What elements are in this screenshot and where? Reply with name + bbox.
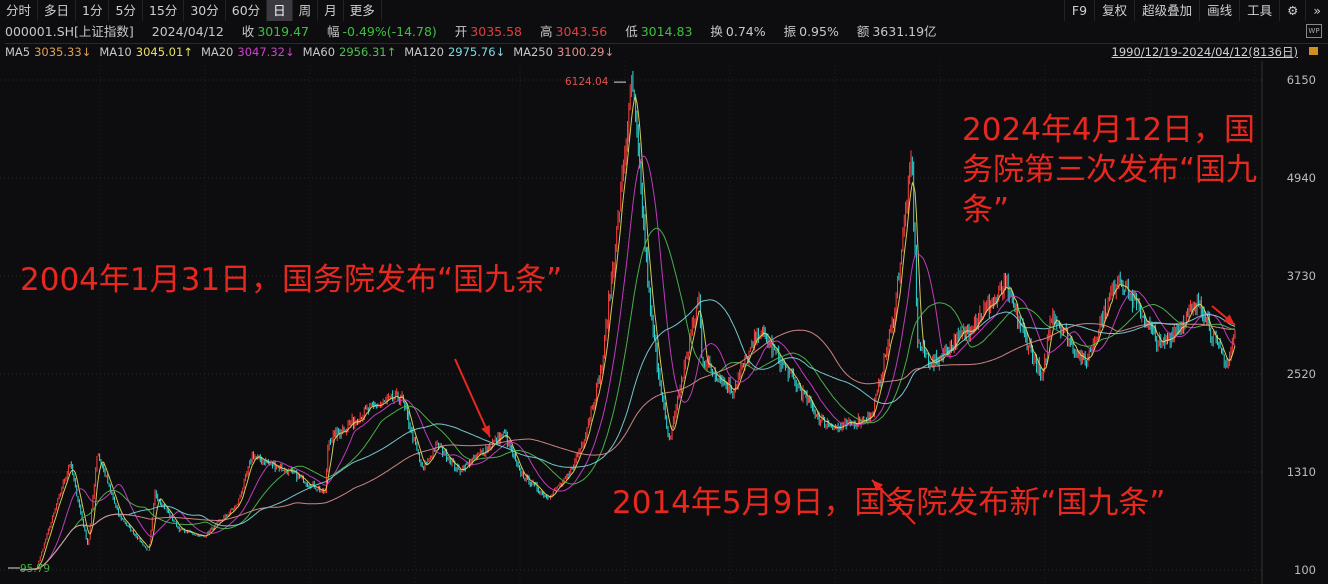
turnover-value: 0.74% <box>725 24 766 39</box>
y-tick-label: 4940 <box>1286 171 1316 185</box>
ma-value: 3047.32↓ <box>237 45 295 59</box>
index-code: 000001.SH[上证指数] <box>5 24 134 39</box>
period-tab[interactable]: 5分 <box>109 0 143 21</box>
high-value: 3043.56 <box>555 24 608 39</box>
y-tick-label: 3730 <box>1286 269 1316 283</box>
period-tab[interactable]: 1分 <box>76 0 110 21</box>
open-label: 开 <box>454 24 468 39</box>
annotation-2014: 2014年5月9日，国务院发布新“国九条” <box>612 485 1166 521</box>
y-tick-label: 2520 <box>1286 367 1316 381</box>
y-tick-label: 6150 <box>1286 73 1316 87</box>
moving-average-line <box>19 227 1236 571</box>
change-label: 幅 <box>327 24 340 39</box>
annotation-arrow <box>454 358 491 438</box>
period-tab[interactable]: 分时 <box>0 0 39 21</box>
ma-value: 2975.76↓ <box>447 45 506 59</box>
period-tab[interactable]: 60分 <box>226 0 268 21</box>
ma-value: 2956.31↑ <box>339 45 397 59</box>
period-tab[interactable]: 15分 <box>143 0 185 21</box>
moving-average-line <box>19 299 1236 571</box>
lock-icon[interactable] <box>1309 47 1318 55</box>
ma-legend: MA5 3035.33↓ MA10 3045.01↑ MA20 3047.32↓ MA60 2… <box>5 43 1328 61</box>
ma-label: MA120 <box>404 45 444 59</box>
amplitude-value: 0.95% <box>799 24 839 39</box>
chevron-double-right-icon[interactable]: » <box>1305 0 1328 21</box>
annotation-2004: 2004年1月31日，国务院发布“国九条” <box>20 262 563 298</box>
close-label: 收 <box>241 24 255 39</box>
tool-button[interactable]: F9 <box>1063 0 1094 21</box>
open-value: 3035.58 <box>470 24 522 39</box>
amount-label: 额 <box>856 24 870 39</box>
date-range-selector[interactable]: 1990/12/19-2024/04/12(8136日) <box>1111 45 1298 59</box>
high-price-label: 6124.04 <box>565 76 609 88</box>
arrowhead-icon <box>1223 314 1235 325</box>
period-toolbar: 分时 多日 1分 5分 15分 30分 60分日周月更多 <box>0 0 1328 21</box>
high-label: 高 <box>539 24 553 39</box>
period-tab[interactable]: 30分 <box>184 0 226 21</box>
right-toolbar: F9 复权 超级叠加 画线 工具 ⚙» <box>1063 0 1328 21</box>
ma-label: MA20 <box>200 45 234 59</box>
ma-value: 3035.33↓ <box>34 45 92 59</box>
ma-label: MA60 <box>302 45 336 59</box>
ma-label: MA5 <box>5 45 31 59</box>
period-tab[interactable]: 周 <box>293 0 319 21</box>
amplitude-label: 振 <box>783 24 797 39</box>
candlestick-chart <box>0 61 1263 584</box>
moving-average-line <box>19 155 1236 571</box>
ma-value: 3045.01↑ <box>135 45 193 59</box>
wp-icon[interactable]: WP <box>1306 24 1322 38</box>
change-value: -0.49%(-14.78) <box>342 24 437 39</box>
low-label: 低 <box>625 24 638 39</box>
amount-value: 3631.19亿 <box>872 24 937 39</box>
period-tab[interactable]: 更多 <box>344 0 382 21</box>
tool-button[interactable]: 画线 <box>1199 0 1239 21</box>
tool-button[interactable]: 工具 <box>1239 0 1279 21</box>
period-tab[interactable]: 多日 <box>38 0 77 21</box>
gear-icon[interactable]: ⚙ <box>1279 0 1305 21</box>
low-price-label: 95.79 <box>20 563 51 575</box>
moving-average-line <box>19 322 1236 571</box>
ma-value: 3100.29↓ <box>556 45 615 59</box>
close-value: 3019.47 <box>257 24 310 39</box>
annotation-2024: 2024年4月12日，国务院第三次发布“国九条” <box>962 112 1258 228</box>
arrowhead-icon <box>481 425 490 437</box>
low-value: 3014.83 <box>640 24 693 39</box>
arrowhead-icon <box>872 480 884 492</box>
y-tick-label: 100 <box>1294 563 1316 577</box>
period-tab[interactable]: 月 <box>318 0 344 21</box>
y-tick-label: 1310 <box>1286 465 1316 479</box>
tool-button[interactable]: 复权 <box>1094 0 1134 21</box>
quote-date: 2024/04/12 <box>151 24 224 39</box>
tool-button[interactable]: 超级叠加 <box>1134 0 1199 21</box>
ma-label: MA250 <box>513 45 553 59</box>
period-tab[interactable]: 日 <box>267 0 293 21</box>
quote-info-bar: 000001.SH[上证指数] 2024/04/12 收 3019.47 幅 -0.… <box>5 22 940 41</box>
moving-average-line <box>19 95 1236 571</box>
turnover-label: 换 <box>710 24 723 39</box>
ma-label: MA10 <box>99 45 132 59</box>
